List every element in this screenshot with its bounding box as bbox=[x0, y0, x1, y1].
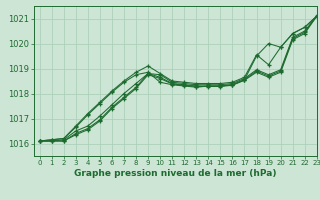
X-axis label: Graphe pression niveau de la mer (hPa): Graphe pression niveau de la mer (hPa) bbox=[74, 169, 276, 178]
